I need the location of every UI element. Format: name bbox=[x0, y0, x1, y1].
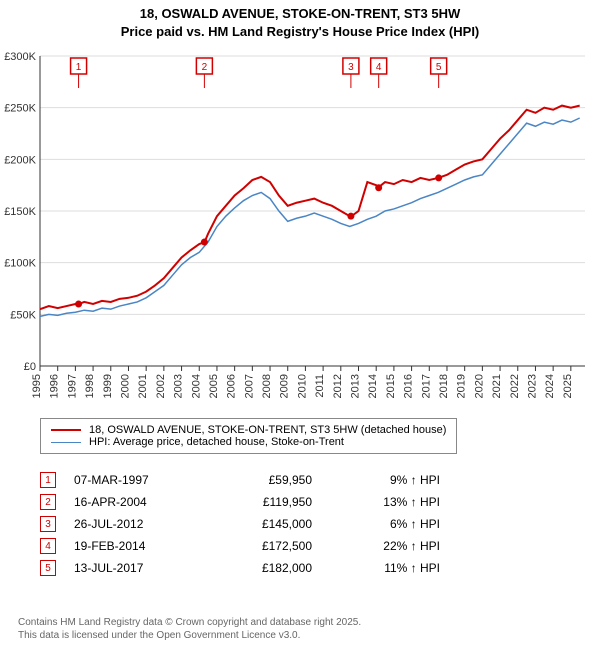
svg-text:£100K: £100K bbox=[4, 258, 36, 270]
svg-text:5: 5 bbox=[436, 62, 442, 73]
table-row: 326-JUL-2012£145,0006% ↑ HPI bbox=[40, 516, 582, 532]
svg-text:2022: 2022 bbox=[509, 374, 521, 398]
svg-text:2002: 2002 bbox=[155, 374, 167, 398]
table-row: 513-JUL-2017£182,00011% ↑ HPI bbox=[40, 560, 582, 576]
svg-text:2006: 2006 bbox=[226, 374, 238, 398]
svg-text:£50K: £50K bbox=[10, 309, 36, 321]
svg-text:2021: 2021 bbox=[491, 374, 503, 398]
sales-table: 107-MAR-1997£59,9509% ↑ HPI 216-APR-2004£… bbox=[22, 466, 582, 582]
svg-text:2025: 2025 bbox=[562, 374, 574, 398]
legend-box: 18, OSWALD AVENUE, STOKE-ON-TRENT, ST3 5… bbox=[40, 418, 457, 454]
svg-text:2019: 2019 bbox=[456, 374, 468, 398]
price-chart: £0 £50K £100K £150K £200K £250K £300K 1995 1996 1… bbox=[0, 0, 600, 420]
svg-text:2016: 2016 bbox=[403, 374, 415, 398]
svg-text:1999: 1999 bbox=[102, 374, 114, 398]
svg-text:2013: 2013 bbox=[350, 374, 362, 398]
svg-text:2001: 2001 bbox=[137, 374, 149, 398]
attribution-line2: This data is licensed under the Open Gov… bbox=[18, 629, 300, 642]
svg-text:1997: 1997 bbox=[66, 374, 78, 398]
svg-text:2023: 2023 bbox=[526, 374, 538, 398]
svg-text:2010: 2010 bbox=[296, 374, 308, 398]
table-row: 419-FEB-2014£172,50022% ↑ HPI bbox=[40, 538, 582, 554]
svg-text:2004: 2004 bbox=[190, 374, 202, 398]
svg-text:1995: 1995 bbox=[31, 374, 43, 398]
svg-text:£150K: £150K bbox=[4, 206, 36, 218]
svg-text:1: 1 bbox=[76, 62, 82, 73]
svg-text:2015: 2015 bbox=[385, 374, 397, 398]
svg-text:2007: 2007 bbox=[243, 374, 255, 398]
svg-text:2005: 2005 bbox=[208, 374, 220, 398]
svg-text:1996: 1996 bbox=[49, 374, 61, 398]
svg-text:2020: 2020 bbox=[473, 374, 485, 398]
svg-text:£300K: £300K bbox=[4, 51, 36, 63]
svg-text:2018: 2018 bbox=[438, 374, 450, 398]
svg-text:2000: 2000 bbox=[119, 374, 131, 398]
svg-text:3: 3 bbox=[348, 62, 354, 73]
svg-text:2014: 2014 bbox=[367, 374, 379, 398]
svg-text:2024: 2024 bbox=[544, 374, 556, 398]
svg-text:£200K: £200K bbox=[4, 154, 36, 166]
svg-text:£250K: £250K bbox=[4, 103, 36, 115]
svg-text:4: 4 bbox=[376, 62, 382, 73]
attribution-line1: Contains HM Land Registry data © Crown c… bbox=[18, 616, 361, 629]
svg-text:1998: 1998 bbox=[84, 374, 96, 398]
svg-text:£0: £0 bbox=[24, 361, 36, 373]
table-row: 216-APR-2004£119,95013% ↑ HPI bbox=[40, 494, 582, 510]
svg-text:2011: 2011 bbox=[314, 374, 326, 398]
legend-item: 18, OSWALD AVENUE, STOKE-ON-TRENT, ST3 5… bbox=[51, 424, 446, 436]
svg-text:2017: 2017 bbox=[420, 374, 432, 398]
svg-text:2009: 2009 bbox=[279, 374, 291, 398]
table-row: 107-MAR-1997£59,9509% ↑ HPI bbox=[40, 472, 582, 488]
svg-text:2008: 2008 bbox=[261, 374, 273, 398]
svg-text:2012: 2012 bbox=[332, 374, 344, 398]
svg-text:2003: 2003 bbox=[173, 374, 185, 398]
legend-item: HPI: Average price, detached house, Stok… bbox=[51, 436, 446, 448]
svg-text:2: 2 bbox=[202, 62, 208, 73]
